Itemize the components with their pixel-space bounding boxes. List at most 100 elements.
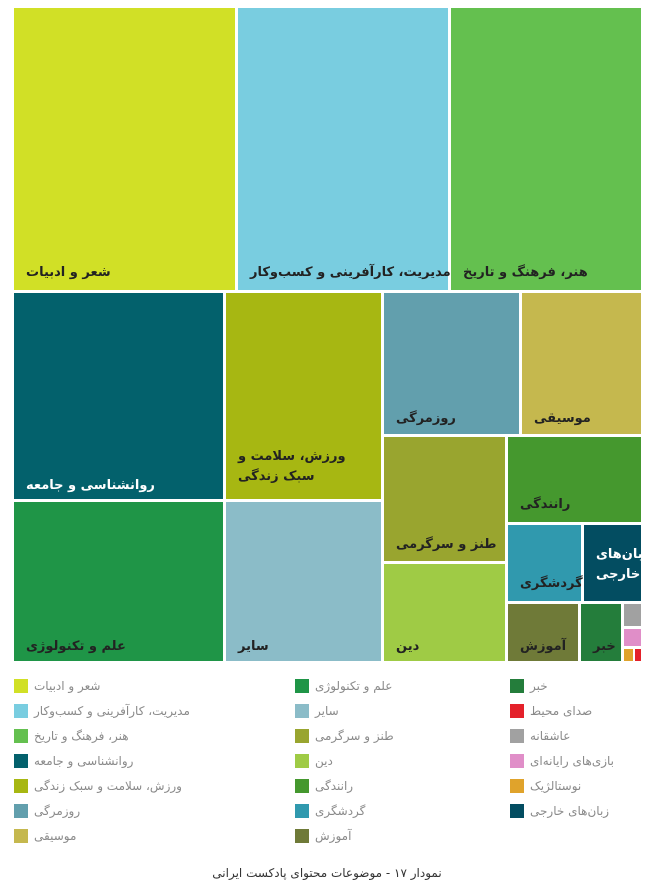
- treemap-tile: [584, 525, 641, 601]
- treemap-tile: [508, 525, 581, 601]
- treemap-tile-label: هنر، فرهنگ و تاریخ: [463, 264, 588, 280]
- treemap-tile: [624, 649, 633, 661]
- legend-item: روزمرگی: [14, 801, 214, 821]
- legend-swatch: [14, 779, 28, 793]
- treemap-tile-label: آموزش: [520, 637, 567, 654]
- treemap-tile-label: مدیریت، کارآفرینی و کسب‌وکار: [249, 263, 451, 280]
- treemap-tile: [226, 502, 381, 661]
- legend-item: عاشقانه: [510, 726, 654, 746]
- treemap-tile: [635, 649, 641, 661]
- legend-swatch: [510, 804, 524, 818]
- legend-swatch: [14, 804, 28, 818]
- treemap-tile-label: علم و تکنولوژی: [26, 639, 126, 654]
- legend-swatch: [14, 829, 28, 843]
- legend-item: دین: [295, 751, 495, 771]
- legend-item: صدای محیط: [510, 701, 654, 721]
- legend-swatch: [295, 704, 309, 718]
- treemap-tile-label: دین: [396, 639, 420, 654]
- legend-item: مدیریت، کارآفرینی و کسب‌وکار: [14, 701, 214, 721]
- legend-swatch: [510, 679, 524, 693]
- legend-swatch: [14, 679, 28, 693]
- legend-label: نوستالژیک: [530, 779, 582, 793]
- treemap-tile-label: روانشناسی و جامعه: [26, 478, 155, 493]
- legend-label: مدیریت، کارآفرینی و کسب‌وکار: [34, 704, 190, 718]
- legend-label: رانندگی: [315, 779, 354, 793]
- legend-item: آموزش: [295, 826, 495, 846]
- legend-swatch: [14, 704, 28, 718]
- treemap-tile-label: ورزش، سلامت و: [237, 449, 346, 464]
- treemap-tile: [624, 629, 641, 646]
- treemap-chart: شعر و ادبیات مدیریت، کارآفرینی و کسب‌وکار…: [14, 8, 650, 661]
- chart-caption: نمودار ۱۷ - موضوعات محتوای پادکست ایرانی: [212, 866, 442, 880]
- legend-label: عاشقانه: [530, 729, 571, 743]
- legend-label: موسیقی: [34, 829, 77, 843]
- legend-label: آموزش: [315, 829, 352, 843]
- legend-swatch: [295, 679, 309, 693]
- legend-swatch: [295, 829, 309, 843]
- treemap-tile: [451, 8, 641, 290]
- treemap-tile-label: زبان‌های: [596, 547, 650, 562]
- treemap-tile: [238, 8, 448, 290]
- legend-item: هنر، فرهنگ و تاریخ: [14, 726, 214, 746]
- legend-item: بازی‌های رایانه‌ای: [510, 751, 654, 771]
- legend-swatch: [295, 804, 309, 818]
- treemap-tile-label: گردشگری: [520, 575, 583, 591]
- treemap-tile-label: شعر و ادبیات: [26, 265, 111, 280]
- legend-item: روانشناسی و جامعه: [14, 751, 214, 771]
- treemap-tile-label: طنز و سرگرمی: [396, 536, 497, 552]
- treemap-tile-label: سایر: [237, 639, 269, 654]
- treemap-tile: [508, 604, 578, 661]
- legend-label: گردشگری: [315, 804, 366, 818]
- treemap-tile-label: رانندگی: [520, 496, 570, 512]
- treemap-tile: [384, 437, 505, 561]
- legend-item: شعر و ادبیات: [14, 676, 214, 696]
- treemap-tile: [226, 293, 381, 499]
- treemap-tile: [624, 604, 641, 626]
- legend-swatch: [14, 754, 28, 768]
- treemap-tile: [14, 8, 235, 290]
- legend-swatch: [295, 779, 309, 793]
- legend-item: موسیقی: [14, 826, 214, 846]
- legend-label: شعر و ادبیات: [34, 679, 101, 693]
- treemap-tile-label: موسیقی: [534, 411, 591, 426]
- legend-label: روانشناسی و جامعه: [34, 754, 134, 768]
- legend-item: زبان‌های خارجی: [510, 801, 654, 821]
- legend-swatch: [510, 704, 524, 718]
- legend-item: نوستالژیک: [510, 776, 654, 796]
- treemap-tile: [522, 293, 641, 434]
- legend-swatch: [295, 729, 309, 743]
- legend-swatch: [510, 754, 524, 768]
- legend-label: خبر: [530, 679, 548, 693]
- legend-swatch: [14, 729, 28, 743]
- chart-legend: شعر و ادبیات مدیریت، کارآفرینی و کسب‌وکار…: [0, 668, 654, 858]
- legend-label: بازی‌های رایانه‌ای: [530, 754, 614, 768]
- legend-label: ورزش، سلامت و سبک زندگی: [34, 779, 182, 793]
- legend-item: علم و تکنولوژی: [295, 676, 495, 696]
- legend-label: صدای محیط: [530, 704, 593, 718]
- legend-swatch: [510, 779, 524, 793]
- legend-label: دین: [315, 754, 333, 768]
- legend-label: سایر: [315, 704, 339, 718]
- legend-item: گردشگری: [295, 801, 495, 821]
- treemap-tile-label: سبک زندگی: [238, 468, 315, 484]
- legend-item: سایر: [295, 701, 495, 721]
- legend-item: رانندگی: [295, 776, 495, 796]
- treemap-tile: [581, 604, 621, 661]
- treemap-tile: [14, 502, 223, 661]
- treemap-tile-label: خارجی: [596, 567, 640, 582]
- legend-label: روزمرگی: [34, 804, 81, 818]
- treemap-tile-label: خبر: [592, 639, 616, 654]
- legend-swatch: [295, 754, 309, 768]
- treemap-tile-label: روزمرگی: [396, 410, 456, 426]
- legend-item: طنز و سرگرمی: [295, 726, 495, 746]
- legend-label: هنر، فرهنگ و تاریخ: [34, 729, 129, 743]
- legend-item: خبر: [510, 676, 654, 696]
- legend-label: علم و تکنولوژی: [315, 679, 393, 693]
- legend-swatch: [510, 729, 524, 743]
- legend-label: زبان‌های خارجی: [530, 804, 610, 818]
- treemap-tile: [384, 564, 505, 661]
- treemap-tile: [384, 293, 519, 434]
- treemap-tile: [14, 293, 223, 499]
- legend-label: طنز و سرگرمی: [315, 729, 394, 743]
- treemap-tile: [508, 437, 641, 522]
